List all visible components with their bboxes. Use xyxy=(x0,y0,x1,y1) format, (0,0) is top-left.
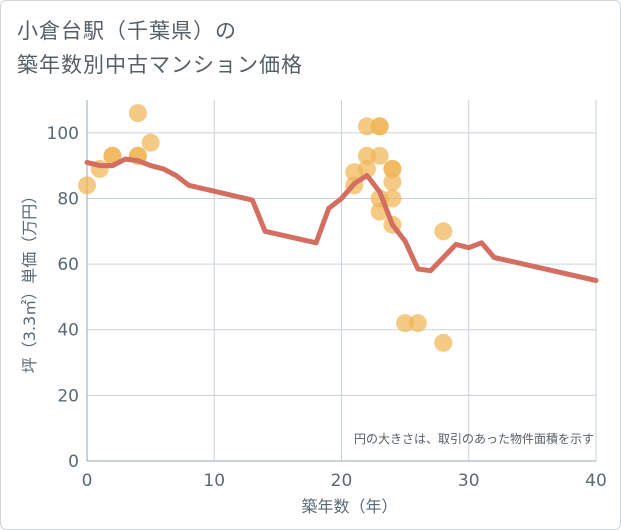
y-tick-label: 80 xyxy=(57,189,79,209)
data-point xyxy=(141,133,160,152)
y-tick-label: 20 xyxy=(57,386,79,406)
data-point xyxy=(357,159,376,178)
data-point xyxy=(396,314,415,333)
data-point xyxy=(383,173,402,192)
data-point xyxy=(370,117,389,136)
x-tick-label: 0 xyxy=(82,471,93,491)
data-point xyxy=(103,146,122,165)
data-point xyxy=(408,314,427,333)
chart-note: 円の大きさは、取引のあった物件面積を示す xyxy=(354,431,594,446)
data-point xyxy=(78,176,96,195)
x-tick-label: 20 xyxy=(331,471,353,491)
x-axis-title: 築年数（年） xyxy=(301,497,397,516)
data-point xyxy=(434,222,453,241)
data-point xyxy=(357,117,376,136)
data-point xyxy=(357,146,376,165)
y-tick-label: 100 xyxy=(47,124,79,144)
chart-title: 小倉台駅（千葉県）の 築年数別中古マンション価格 xyxy=(17,14,303,82)
x-tick-label: 10 xyxy=(203,471,225,491)
data-point xyxy=(383,189,402,208)
data-point xyxy=(128,104,147,123)
y-axis-title: 坪（3.3㎡）単価（万円） xyxy=(20,188,39,373)
data-point xyxy=(383,159,402,178)
data-point xyxy=(370,146,389,165)
y-tick-label: 40 xyxy=(57,321,79,341)
y-tick-label: 60 xyxy=(57,255,79,275)
x-tick-label: 30 xyxy=(458,471,480,491)
x-tick-label: 40 xyxy=(585,471,607,491)
trend-line xyxy=(84,156,599,283)
chart-title-line-1: 小倉台駅（千葉県）の xyxy=(17,19,237,43)
data-point xyxy=(434,333,453,352)
y-tick-label: 0 xyxy=(68,452,79,472)
chart-title-line-2: 築年数別中古マンション価格 xyxy=(17,53,303,77)
